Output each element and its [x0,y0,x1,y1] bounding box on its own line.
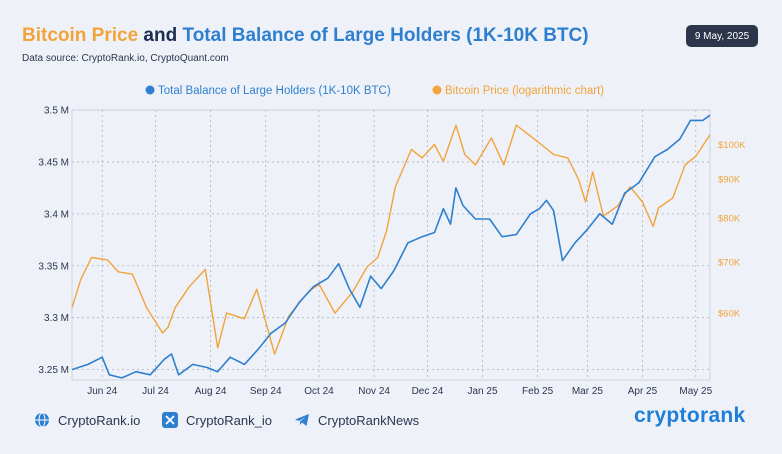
data-source-note: Data source: CryptoRank.io, CryptoQuant.… [22,53,229,64]
footer-x-label: CryptoRank_io [186,412,272,428]
y-right-tick-label: $60K [718,309,741,320]
plot-frame [71,109,711,381]
footer-website-label: CryptoRank.io [58,412,141,428]
x-tick-label: Aug 24 [195,386,227,397]
x-tick-label: Apr 25 [628,386,658,397]
legend-marker-large-holders [145,85,155,95]
legend-label-large-holders: Total Balance of Large Holders (1K-10K B… [158,85,391,97]
page-title: Bitcoin Price and Total Balance of Large… [22,25,589,47]
y-left-tick-label: 3.3 M [44,313,69,324]
chart-area: 3.25 M 3.3 M 3.35 M 3.4 M 3.45 M 3.5 M $60K $70… [38,85,746,397]
x-tick-label: Feb 25 [522,386,554,397]
y-left-tick-label: 3.5 M [44,106,69,117]
telegram-icon [294,412,310,428]
footer-telegram-label: CryptoRankNews [318,412,420,428]
y-left-tick-label: 3.45 M [38,157,69,168]
footer-link-x[interactable]: CryptoRank_io [162,412,272,428]
x-logo-icon [162,412,178,428]
title-and: and [138,25,183,46]
x-tick-label: Oct 24 [304,386,334,397]
y-right-tick-label: $70K [718,258,741,269]
y-left-tick-label: 3.25 M [38,365,69,376]
x-tick-label: Jul 24 [142,386,169,397]
y-right-tick-label: $100K [718,140,746,151]
x-tick-label: Dec 24 [412,386,444,397]
y-left-tick-label: 3.35 M [38,261,69,272]
series-line-bitcoin-price [71,124,711,355]
footer-link-telegram[interactable]: CryptoRankNews [294,412,419,428]
x-tick-label: Mar 25 [572,386,604,397]
cryptorank-logo: cryptorank [634,404,746,427]
x-tick-label: Jun 24 [87,386,117,397]
title-bitcoin-price: Bitcoin Price [22,25,139,46]
y-right-tick-label: $90K [718,175,741,186]
globe-icon [34,412,50,428]
date-badge: 9 May, 2025 [686,25,758,47]
footer-link-website[interactable]: CryptoRank.io [34,412,140,428]
y-right-tick-label: $80K [718,214,741,225]
series-line-large-holders [71,114,711,379]
x-tick-label: May 25 [679,386,712,397]
x-tick-label: Jan 25 [468,386,498,397]
title-large-holders: Total Balance of Large Holders (1K-10K B… [182,25,589,46]
legend-marker-bitcoin-price [432,85,442,95]
legend-label-bitcoin-price: Bitcoin Price (logarithmic chart) [445,85,604,97]
x-tick-label: Nov 24 [358,386,390,397]
y-left-tick-label: 3.4 M [44,209,69,220]
x-tick-label: Sep 24 [250,386,282,397]
